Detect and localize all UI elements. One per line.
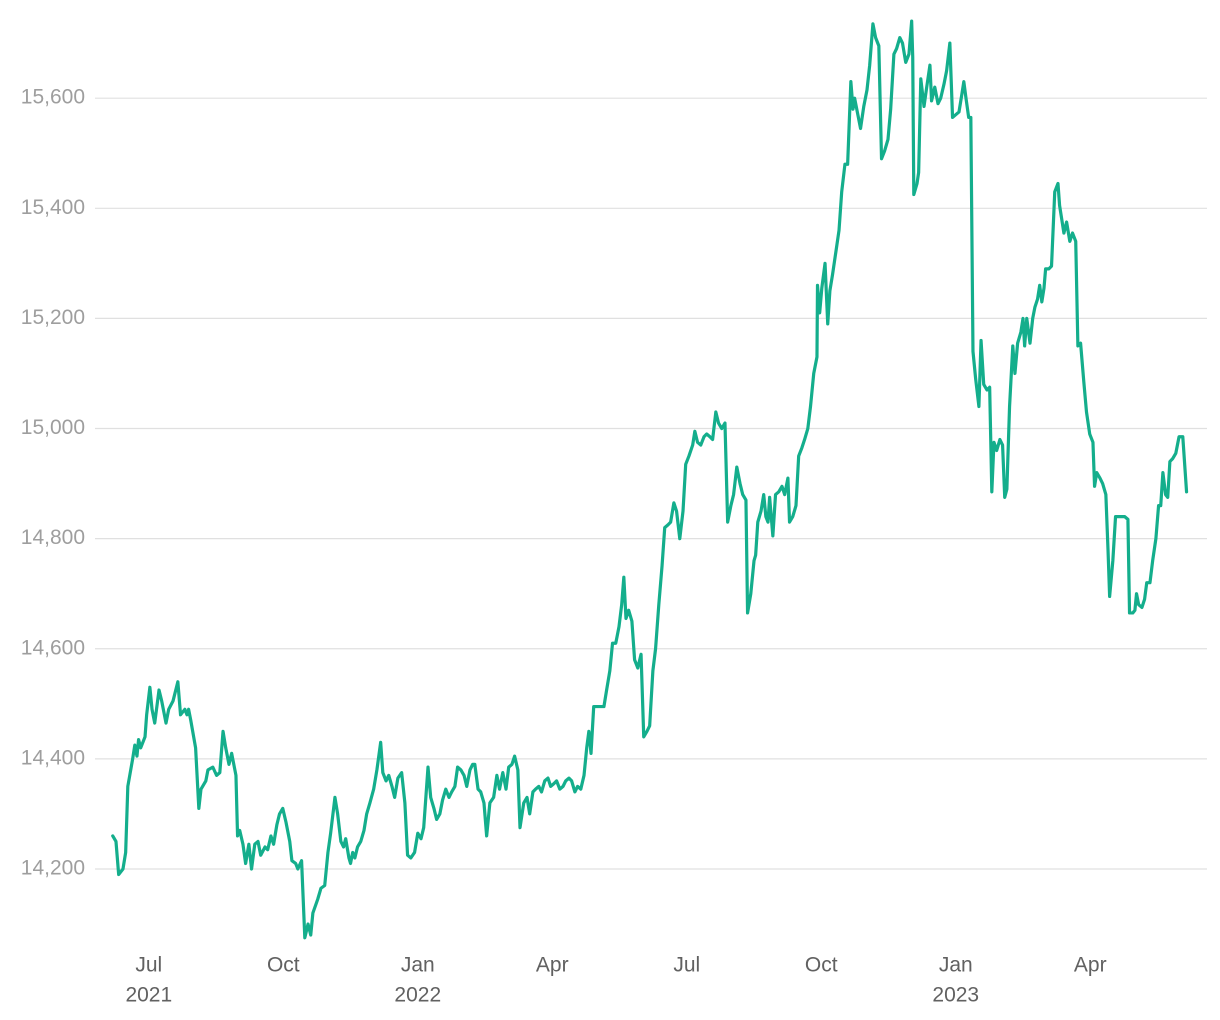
x-tick-year: 2022 — [394, 984, 441, 1007]
x-tick-label: Jan — [401, 954, 435, 977]
y-tick-label: 14,800 — [21, 526, 85, 549]
y-tick-label: 14,200 — [21, 857, 85, 880]
x-tick-year: 2023 — [932, 984, 979, 1007]
x-tick-label: Jan — [939, 954, 973, 977]
y-tick-label: 15,200 — [21, 306, 85, 329]
y-tick-label: 14,400 — [21, 746, 85, 769]
x-tick-label: Apr — [536, 954, 569, 977]
y-tick-label: 15,000 — [21, 416, 85, 439]
x-tick-label: Jul — [673, 954, 700, 977]
x-tick-label: Oct — [267, 954, 300, 977]
x-tick-label: Jul — [135, 954, 162, 977]
x-tick-label: Apr — [1074, 954, 1107, 977]
x-tick-label: Oct — [805, 954, 838, 977]
y-tick-label: 15,400 — [21, 196, 85, 219]
y-tick-label: 14,600 — [21, 636, 85, 659]
x-tick-year: 2021 — [125, 984, 172, 1007]
line-series — [111, 19, 1189, 940]
y-tick-label: 15,600 — [21, 86, 85, 109]
